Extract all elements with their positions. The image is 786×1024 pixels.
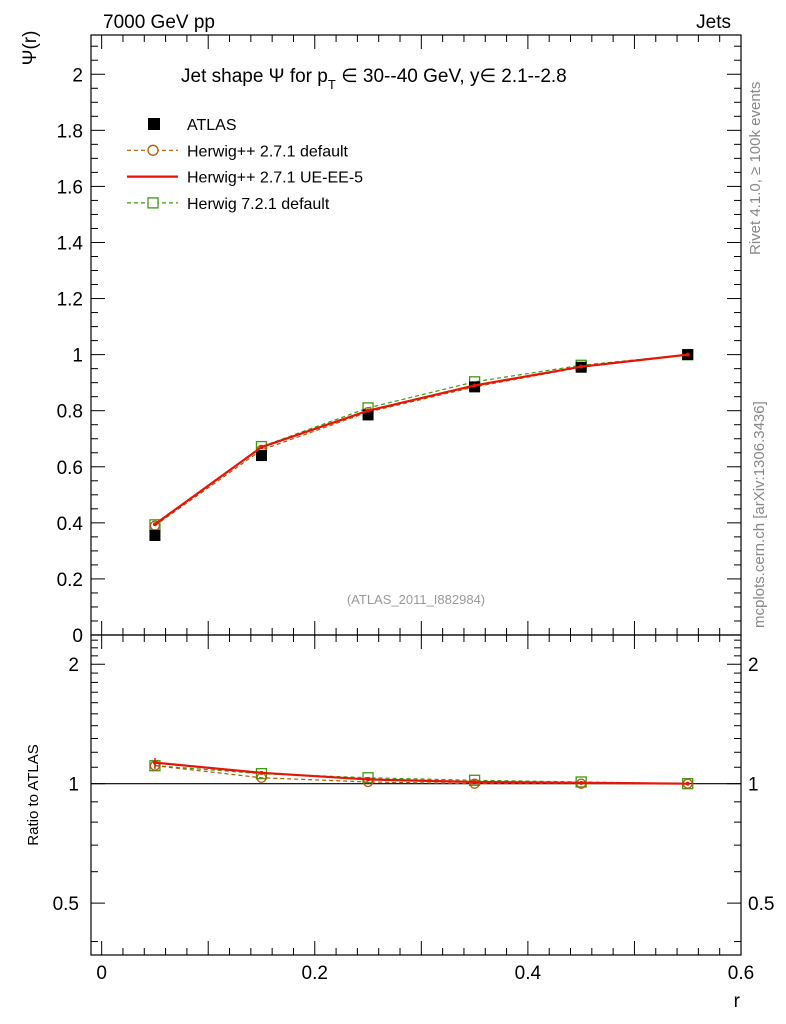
ratio-y-axis-label: Ratio to ATLAS xyxy=(25,744,42,845)
x-axis-label: r xyxy=(734,991,741,1012)
mcplots-label: mcplots.cern.ch [arXiv:1306.3436] xyxy=(751,401,768,628)
main-panel: 0 0.2 0.4 0.6 0.8 1 1.2 1.4 1.6 1.8 2 xyxy=(57,34,742,647)
title-prefix: Jet shape Ψ for p xyxy=(181,66,328,87)
header-right: Jets xyxy=(696,12,731,33)
ratio-ueee5-point xyxy=(579,780,584,785)
herwigpp_ueee5-line xyxy=(154,353,688,526)
main-y-tick-label: 2 xyxy=(72,65,83,86)
main-y-axis-label: Ψ(r) xyxy=(20,31,41,66)
legend-label: Herwig++ 2.7.1 default xyxy=(187,143,349,160)
ratio-ueee5-point xyxy=(259,770,264,775)
main-y-tick-label: 1.4 xyxy=(57,233,84,254)
herwig7_default-marker xyxy=(468,774,481,786)
ratio-frame xyxy=(90,634,742,956)
legend-herwigpp_default-marker xyxy=(147,144,159,156)
atlas-data-point xyxy=(362,409,374,421)
ratio-y-tick-label-left: 0.5 xyxy=(53,894,79,915)
ratio-y-tick-label-right: 2 xyxy=(748,655,759,676)
plot-title: Jet shape Ψ for pT ∈ 30--40 GeV, y∈ 2.1-… xyxy=(181,66,567,92)
main-y-tick-label: 0.2 xyxy=(57,570,83,591)
atlas-data-point xyxy=(255,450,267,462)
x-tick-label: 0.4 xyxy=(515,963,542,984)
ratio-y-tick-label-left: 1 xyxy=(68,775,79,796)
title-suffix: ∈ 30--40 GeV, y∈ 2.1--2.8 xyxy=(336,66,567,87)
legend: ATLAS Herwig++ 2.7.1 default Herwig++ 2.7.… xyxy=(127,117,363,213)
herwigpp_ueee5-line xyxy=(154,761,688,785)
main-y-tick-label: 0 xyxy=(72,626,83,647)
legend-label: Herwig 7.2.1 default xyxy=(187,196,330,213)
legend-label: Herwig++ 2.7.1 UE-EE-5 xyxy=(187,170,363,187)
ratio-y-tick-label-right: 1 xyxy=(748,775,759,796)
ratio-ueee5-point xyxy=(366,777,371,782)
x-tick-label: 0 xyxy=(96,963,107,984)
ratio-ueee5-point xyxy=(685,781,690,786)
ueee5-point xyxy=(152,522,157,527)
main-y-tick-label: 1.2 xyxy=(57,290,83,311)
herwigpp_default-marker xyxy=(469,778,480,789)
main-y-tick-label: 0.8 xyxy=(57,402,83,423)
x-tick-label: 0.6 xyxy=(728,963,754,984)
ratio-y-tick-label-right: 0.5 xyxy=(748,894,774,915)
atlas-data-point xyxy=(149,529,161,541)
analysis-watermark: (ATLAS_2011_I882984) xyxy=(347,592,485,607)
ratio-y-tick-label-left: 2 xyxy=(68,655,79,676)
rivet-version-label: Rivet 4.1.0, ≥ 100k events xyxy=(747,82,764,255)
main-y-tick-label: 1 xyxy=(72,346,83,367)
header-left: 7000 GeV pp xyxy=(103,12,215,33)
main-y-tick-label: 1.6 xyxy=(57,177,83,198)
ueee5-point xyxy=(685,352,690,357)
main-y-tick-label: 0.4 xyxy=(57,514,84,535)
legend-herwig7_default-marker xyxy=(147,197,159,209)
ueee5-point xyxy=(579,364,584,369)
legend-label: ATLAS xyxy=(187,117,237,134)
herwigpp_default-line xyxy=(154,354,688,527)
ratio-ueee5-point xyxy=(472,779,477,784)
legend-atlas-marker xyxy=(148,118,160,130)
ueee5-point xyxy=(472,383,477,388)
main-y-tick-label: 0.6 xyxy=(57,458,83,479)
ueee5-point xyxy=(366,408,371,413)
x-tick-label: 0.2 xyxy=(302,963,328,984)
main-y-tick-label: 1.8 xyxy=(57,121,83,142)
herwig7_default-marker xyxy=(362,772,374,784)
ratio-panel: 0.5 0.5 1 1 2 2 0 0.2 0.4 0.6 xyxy=(53,634,774,984)
ueee5-point xyxy=(259,445,264,450)
herwig7_default-line xyxy=(154,354,688,526)
title-subscript: T xyxy=(328,77,336,92)
